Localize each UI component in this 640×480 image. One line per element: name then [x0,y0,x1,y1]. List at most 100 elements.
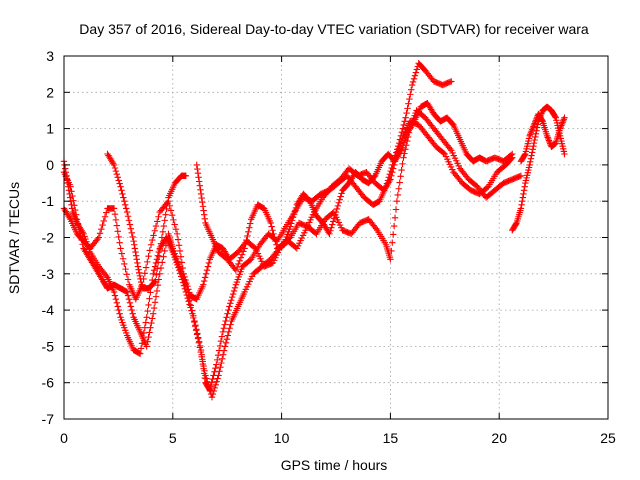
data-point [131,245,139,252]
data-point [116,180,123,187]
data-point [155,252,163,260]
data-point [187,304,194,311]
data-point [411,72,419,79]
data-point [232,266,240,274]
data-point [144,338,151,345]
data-point [410,75,418,83]
data-point [143,314,150,321]
data-point [123,271,130,278]
data-point [199,203,207,210]
data-point [111,164,119,172]
data-point [233,263,241,271]
data-point [189,310,196,317]
data-point [227,321,234,328]
data-point [190,314,197,322]
data-point [236,257,243,265]
data-point [116,239,123,246]
data-point [530,123,537,130]
data-point [289,214,297,221]
data-point [161,217,168,224]
data-point [408,81,416,89]
data-point [268,223,275,230]
data-point [336,196,343,203]
data-point [203,266,211,274]
data-point [182,172,190,179]
data-point [387,176,394,183]
data-point [242,241,249,248]
data-point [198,353,205,360]
data-point [512,220,520,228]
data-point [397,148,404,156]
data-point [407,91,414,98]
data-point [230,287,238,295]
data-point [244,232,251,240]
y-tick-label: 3 [46,48,54,64]
data-point [558,120,566,128]
data-point [332,208,340,216]
data-point [200,277,208,285]
data-point [202,372,209,379]
data-point [66,190,73,198]
data-point [224,332,232,339]
data-point [204,378,211,385]
data-point [561,114,568,121]
data-point [131,241,138,248]
data-point [240,248,247,255]
data-point [400,154,407,161]
data-point [144,258,151,266]
data-point [205,381,212,388]
data-point [225,306,232,314]
data-point [528,152,535,159]
data-point [196,178,203,185]
data-point [178,276,186,283]
data-point [196,182,204,189]
data-point [392,206,400,213]
data-point [225,328,232,336]
data-point [151,299,159,306]
data-point [222,317,229,325]
data-point [149,236,156,244]
data-point [546,138,553,146]
data-point [147,241,155,248]
data-point [390,222,398,230]
data-point [112,296,120,303]
data-point [543,132,551,140]
data-point [164,200,171,207]
data-point [559,119,566,126]
data-point [177,270,184,277]
data-point [398,166,405,174]
data-point [154,218,161,225]
data-point [219,351,227,358]
data-point [218,359,225,367]
data-point [267,219,274,227]
y-tick-label: -7 [42,411,55,427]
data-point [73,218,80,225]
data-point [145,333,152,341]
data-trace-4 [104,150,190,292]
data-point [159,228,167,235]
data-point [208,379,215,386]
data-point [132,252,140,259]
data-point [527,158,534,165]
data-point [176,266,183,274]
data-point [520,190,527,198]
data-point [388,172,395,179]
data-point [183,291,190,299]
data-point [517,172,525,179]
data-point [397,173,404,180]
data-point [226,325,233,332]
data-point [272,237,279,245]
data-point [201,367,208,374]
data-point [213,361,220,368]
data-point [413,66,421,73]
x-tick-label: 20 [491,430,507,446]
data-point [168,212,176,219]
data-point [337,193,344,200]
data-point [122,265,129,273]
data-point [147,289,154,296]
y-axis-ticks: -7 -6 -5 -4 -3 -2 -1 0 1 2 3 [42,48,608,427]
data-point [214,375,221,382]
data-point [519,198,526,205]
data-point [184,294,191,302]
data-point [528,127,535,135]
